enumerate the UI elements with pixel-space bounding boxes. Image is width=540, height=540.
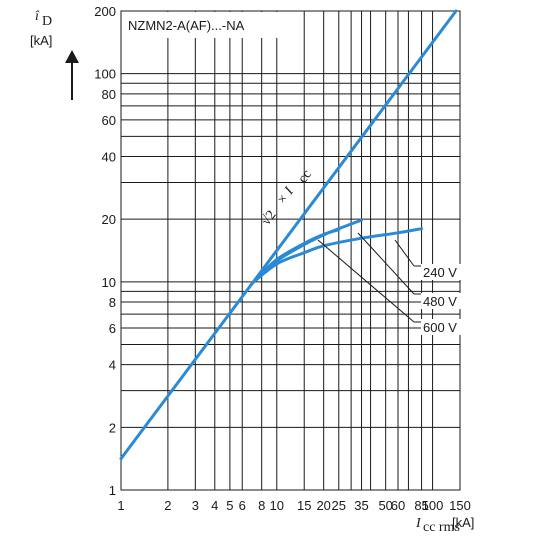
y-tick-label: 4 — [109, 358, 116, 373]
y-tick-label: 6 — [109, 321, 116, 336]
x-tick-label: 35 — [354, 498, 368, 513]
x-tick-label: 60 — [391, 498, 405, 513]
voltage-label-background — [421, 293, 461, 309]
x-axis-title-main: I — [415, 516, 422, 531]
diagonal-label-sub: cc — [295, 167, 314, 186]
x-tick-label: 150 — [449, 498, 471, 513]
x-axis-unit: [kA] — [452, 515, 474, 530]
chart-title: NZMN2-A(AF)...-NA — [128, 18, 245, 33]
y-tick-label: 100 — [94, 67, 116, 82]
y-axis-unit: [kA] — [30, 33, 52, 48]
voltage-label-background — [421, 264, 461, 280]
y-tick-label: 40 — [102, 150, 116, 165]
x-tick-label: 1 — [117, 498, 124, 513]
label-480v: 480 V — [423, 294, 457, 309]
voltage-label-background — [421, 319, 461, 335]
label-240v: 240 V — [423, 265, 457, 280]
x-tick-label: 100 — [422, 498, 444, 513]
x-tick-label: 85 — [414, 498, 428, 513]
x-axis-title-sub: cc rms — [423, 520, 460, 535]
series-line-sqrt2-icc — [119, 9, 458, 461]
y-axis-title-sub: D — [42, 14, 52, 29]
leader-line — [394, 239, 415, 267]
y-tick-label: 8 — [109, 295, 116, 310]
x-tick-label: 5 — [226, 498, 233, 513]
curve-layer — [119, 9, 458, 461]
leader-line — [317, 239, 415, 323]
y-tick-label: 80 — [102, 87, 116, 102]
leader-line — [357, 232, 415, 295]
x-tick-label: 20 — [316, 498, 330, 513]
y-tick-label: 1 — [109, 483, 116, 498]
diagonal-label-icc: × I — [274, 184, 297, 208]
grid-layer — [120, 10, 461, 491]
y-tick-label: 2 — [109, 420, 116, 435]
diagonal-label-sqrt2: √2 — [259, 208, 280, 229]
x-tick-label: 6 — [239, 498, 246, 513]
y-tick-label: 20 — [102, 212, 116, 227]
diagonal-label: √2× Icc — [259, 167, 315, 229]
arrow-up-icon — [65, 50, 79, 100]
x-tick-label: 10 — [270, 498, 284, 513]
x-tick-label: 25 — [332, 498, 346, 513]
x-tick-label: 15 — [297, 498, 311, 513]
x-tick-label: 2 — [164, 498, 171, 513]
title-background — [122, 12, 282, 38]
label-600v: 600 V — [423, 320, 457, 335]
x-tick-label: 8 — [258, 498, 265, 513]
x-tick-label: 3 — [192, 498, 199, 513]
x-tick-label: 4 — [211, 498, 218, 513]
y-tick-label: 60 — [102, 113, 116, 128]
series-line-600v — [251, 228, 341, 285]
y-axis-title-main: î — [35, 9, 40, 24]
series-line-240v — [251, 227, 424, 285]
x-tick-label: 50 — [378, 498, 392, 513]
y-tick-label: 200 — [94, 4, 116, 19]
y-tick-label: 10 — [102, 275, 116, 290]
